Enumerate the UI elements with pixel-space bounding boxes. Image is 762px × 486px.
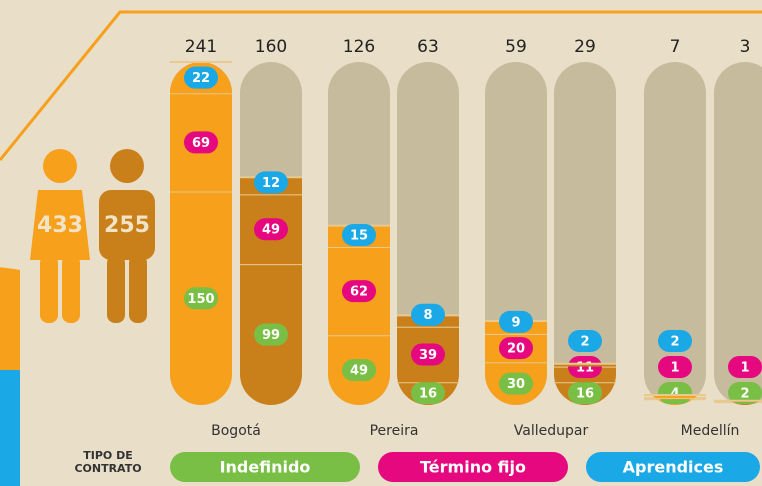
legend-pill: [378, 452, 568, 482]
bar-total: 160: [255, 37, 287, 57]
city-label: Medellín: [681, 423, 740, 439]
value-pill: [411, 303, 445, 326]
people-count: 255: [104, 213, 150, 238]
bar-segment: [644, 395, 706, 398]
bar-total: 3: [740, 37, 751, 57]
value-pill: [342, 280, 376, 303]
value-pill: [499, 337, 533, 360]
value-pill: [568, 382, 602, 404]
legend-label: Aprendices: [623, 458, 724, 477]
value-label: 2: [740, 387, 749, 402]
bar-total: 59: [505, 37, 527, 57]
value-label: 9: [511, 315, 520, 330]
bar-total: 63: [417, 37, 439, 57]
value-label: 49: [350, 364, 368, 379]
value-pill: [728, 382, 762, 404]
value-pill: [411, 382, 445, 404]
bar-track: [554, 62, 616, 405]
value-label: 8: [423, 308, 432, 323]
value-label: 1: [670, 361, 679, 376]
value-label: 69: [192, 136, 210, 151]
value-pill: [342, 359, 376, 382]
value-pill: [568, 330, 602, 352]
value-label: 16: [576, 387, 594, 402]
legend-label: Término fijo: [420, 458, 526, 477]
value-label: 15: [350, 229, 368, 244]
value-label: 49: [262, 223, 280, 238]
city-label: Valledupar: [514, 423, 589, 439]
bar-track: [714, 62, 762, 405]
value-label: 1: [740, 361, 749, 376]
bar-total: 7: [670, 37, 681, 57]
value-label: 16: [419, 387, 437, 402]
city-label: Bogotá: [211, 423, 261, 439]
value-label: 2: [580, 335, 589, 350]
legend-label: Indefinido: [220, 458, 311, 477]
value-pill: [184, 66, 218, 89]
value-label: 62: [350, 285, 368, 300]
bar-track: [644, 62, 706, 405]
person-icon: [99, 149, 155, 323]
value-pill: [254, 323, 288, 346]
value-pill: [728, 356, 762, 378]
value-label: 12: [262, 176, 280, 191]
legend-pill: [586, 452, 760, 482]
value-pill: [568, 356, 602, 378]
bar-segment: [554, 363, 616, 367]
value-pill: [411, 343, 445, 366]
bar-total: 29: [574, 37, 596, 57]
decor-line: [0, 10, 762, 161]
bar-total: 126: [343, 37, 375, 57]
value-pill: [254, 218, 288, 241]
value-label: 20: [507, 342, 525, 357]
value-pill: [184, 131, 218, 154]
people-count: 433: [37, 213, 83, 238]
value-pill: [658, 330, 692, 352]
decor-circle-blue: [0, 370, 20, 486]
value-label: 39: [419, 348, 437, 363]
legend-pill: [170, 452, 360, 482]
person-icon: [30, 149, 90, 323]
value-pill: [499, 372, 533, 395]
value-pill: [184, 287, 218, 310]
value-label: 4: [670, 387, 679, 402]
bar-total: 241: [185, 37, 217, 57]
value-pill: [254, 171, 288, 194]
legend-title: TIPO DE CONTRATO: [74, 449, 142, 475]
value-pill: [499, 310, 533, 333]
value-label: 2: [670, 335, 679, 350]
value-label: 22: [192, 71, 210, 86]
city-label: Pereira: [370, 423, 419, 439]
value-label: 30: [507, 377, 525, 392]
value-pill: [658, 356, 692, 378]
value-pill: [342, 224, 376, 247]
value-label: 150: [187, 292, 214, 307]
value-label: 99: [262, 328, 280, 343]
